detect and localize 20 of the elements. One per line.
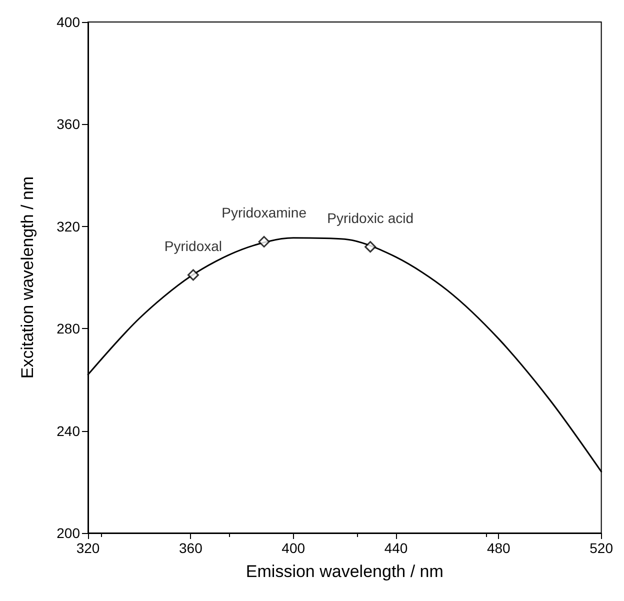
x-tick-label: 520 (590, 540, 614, 556)
y-axis-title: Excitation wavelength / nm (18, 176, 37, 379)
x-axis-title: Emission wavelength / nm (246, 562, 444, 581)
y-tick-label: 400 (56, 14, 80, 30)
y-tick-label: 240 (56, 422, 80, 439)
annotation: Pyridoxamine (222, 204, 307, 221)
point (187, 269, 199, 281)
x-tick-label: 400 (282, 540, 306, 556)
x-tick-label: 320 (76, 540, 100, 556)
y-tick-label: 280 (56, 320, 80, 337)
x-tick-label: 440 (384, 540, 408, 556)
y-tick-label: 200 (56, 525, 80, 541)
y-tick-label: 360 (56, 116, 80, 132)
point (258, 236, 270, 248)
annotation: Pyridoxal (164, 238, 222, 254)
point (364, 241, 376, 253)
y-tick-label: 320 (56, 218, 80, 234)
annotation: Pyridoxic acid (327, 210, 414, 226)
x-tick-label: 360 (178, 540, 203, 556)
x-tick-label: 480 (486, 540, 511, 556)
